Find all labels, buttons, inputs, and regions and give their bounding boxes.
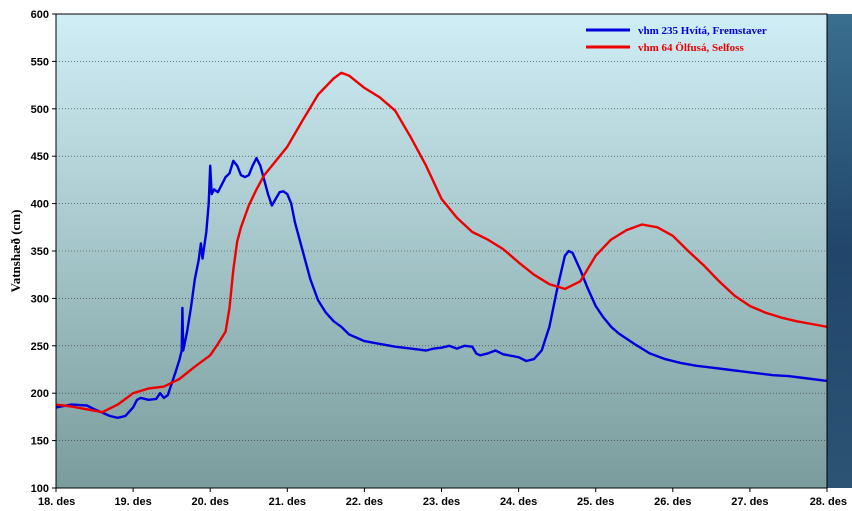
legend-label-olfusa: vhm 64 Ölfusá, Selfoss xyxy=(638,41,744,54)
y-tick-label: 150 xyxy=(31,436,49,448)
y-tick-label: 300 xyxy=(31,293,49,305)
x-tick-label: 25. des xyxy=(577,496,614,508)
x-tick-label: 28. des xyxy=(810,496,847,508)
x-tick-label: 22. des xyxy=(346,496,383,508)
y-tick-label: 350 xyxy=(31,246,49,258)
y-tick-label: 400 xyxy=(31,199,49,211)
legend-label-hvita: vhm 235 Hvítá, Fremstaver xyxy=(638,25,767,37)
gridlines xyxy=(56,61,827,441)
plot-area xyxy=(56,14,827,488)
series-line-1 xyxy=(55,71,828,414)
x-axis-ticks: 18. des 19. des 20. des 21. des 22. des 23. d… xyxy=(38,488,847,508)
y-tick-label: 550 xyxy=(31,56,49,68)
photo-edge-strip xyxy=(826,14,852,488)
x-tick-label: 23. des xyxy=(423,496,460,508)
y-tick-label: 450 xyxy=(31,151,49,163)
series-layer xyxy=(55,71,828,419)
y-tick-label: 500 xyxy=(31,104,49,116)
y-axis-ticks: 100 150 200 250 300 350 400 450 500 550 600 xyxy=(31,9,56,495)
y-axis-title: Vatnshæð (cm) xyxy=(8,210,23,293)
y-tick-label: 600 xyxy=(31,9,49,21)
y-tick-label: 200 xyxy=(31,388,49,400)
x-tick-label: 24. des xyxy=(500,496,537,508)
y-tick-label: 100 xyxy=(31,483,49,495)
legend: vhm 235 Hvítá, Fremstaver vhm 64 Ölfusá,… xyxy=(586,25,767,54)
x-tick-label: 20. des xyxy=(192,496,229,508)
x-tick-label: 27. des xyxy=(731,496,768,508)
x-tick-label: 21. des xyxy=(269,496,306,508)
x-tick-label: 18. des xyxy=(38,496,75,508)
series-line-0 xyxy=(55,156,828,419)
y-tick-label: 250 xyxy=(31,341,49,353)
x-tick-label: 19. des xyxy=(114,496,151,508)
x-tick-label: 26. des xyxy=(654,496,691,508)
